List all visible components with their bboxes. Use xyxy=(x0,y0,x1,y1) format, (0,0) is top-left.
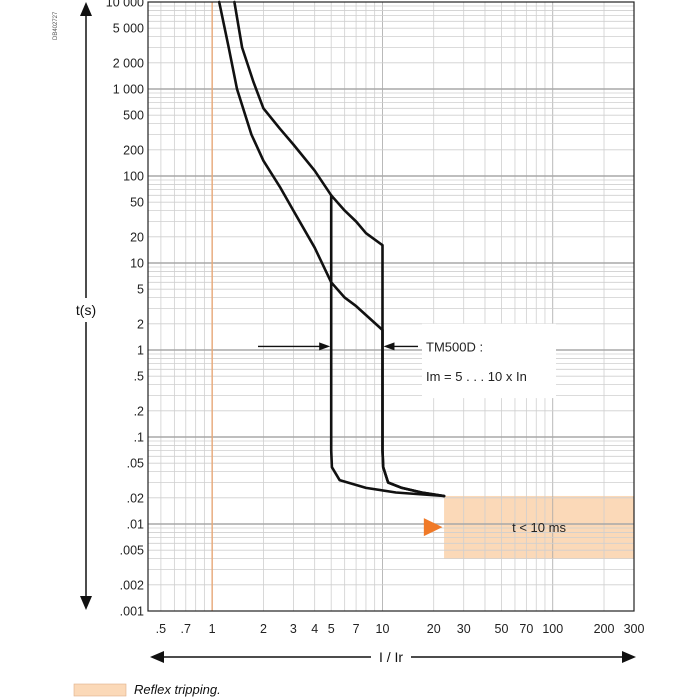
trip-curve-3 xyxy=(329,194,446,498)
x-tick-label: 7 xyxy=(353,622,360,636)
y-tick-label: .001 xyxy=(120,605,144,619)
figure-code: DB402727 xyxy=(53,11,59,40)
x-tick-label: 30 xyxy=(457,622,471,636)
legend: Reflex tripping. xyxy=(73,682,221,697)
x-tick-label: .5 xyxy=(156,622,166,636)
x-tick-label: 50 xyxy=(495,622,509,636)
y-tick-label: 2 000 xyxy=(113,56,144,70)
x-tick-label: 5 xyxy=(328,622,335,636)
y-tick-label: 20 xyxy=(130,230,144,244)
x-axis-label: I / Ir xyxy=(379,649,403,665)
x-tick-label: 1 xyxy=(209,622,216,636)
x-tick-label: 70 xyxy=(519,622,533,636)
annotations-layer: TM500D : Im = 5 . . . 10 x In t < 10 ms xyxy=(258,323,566,537)
y-tick-label: 10 xyxy=(130,257,144,271)
x-tick-label: 200 xyxy=(594,622,615,636)
x-tick-label: 4 xyxy=(311,622,318,636)
y-tick-label: .1 xyxy=(134,431,144,445)
y-tick-label: 200 xyxy=(123,143,144,157)
annotation-arrowhead-right xyxy=(383,342,395,351)
reflex-zone-label: t < 10 ms xyxy=(512,520,566,535)
y-tick-label: 1 xyxy=(137,344,144,358)
trip-curve-1 xyxy=(233,0,446,498)
annotation-arrowhead-left xyxy=(319,342,331,351)
x-tick-label: 3 xyxy=(290,622,297,636)
y-tick-label: .2 xyxy=(134,404,144,418)
reflex-zone xyxy=(444,495,634,559)
x-tick-label: 2 xyxy=(260,622,267,636)
plot-frame xyxy=(147,1,635,612)
y-tick-label: 2 xyxy=(137,317,144,331)
y-tick-label: .02 xyxy=(127,491,144,505)
legend-label: Reflex tripping. xyxy=(134,682,221,697)
trip-curve-2 xyxy=(217,0,446,498)
x-tick-label: .7 xyxy=(181,622,191,636)
x-tick-label: 100 xyxy=(542,622,563,636)
y-tick-label: 5 000 xyxy=(113,22,144,36)
y-tick-label: .5 xyxy=(134,370,144,384)
setting-title: TM500D : xyxy=(426,339,483,354)
y-tick-label: 50 xyxy=(130,196,144,210)
y-tick-label: .05 xyxy=(127,457,144,471)
y-tick-label: .005 xyxy=(120,544,144,558)
y-tick-label: 10 000 xyxy=(106,0,144,10)
y-tick-label: 1 000 xyxy=(113,83,144,97)
y-tick-label: 100 xyxy=(123,170,144,184)
y-tick-label: 500 xyxy=(123,109,144,123)
y-tick-label: .002 xyxy=(120,578,144,592)
reflex-zone-layer xyxy=(444,495,634,559)
legend-swatch xyxy=(73,683,127,697)
y-tick-label: 5 xyxy=(137,283,144,297)
y-tick-label: .01 xyxy=(127,518,144,532)
reflex-arrow-icon xyxy=(423,518,443,537)
curves-layer xyxy=(217,0,446,498)
y-axis-label: t(s) xyxy=(76,302,96,318)
x-tick-label: 10 xyxy=(376,622,390,636)
x-tick-label: 20 xyxy=(427,622,441,636)
setting-label-box xyxy=(422,323,556,399)
x-tick-label: 300 xyxy=(624,622,645,636)
setting-range: Im = 5 . . . 10 x In xyxy=(426,369,527,384)
